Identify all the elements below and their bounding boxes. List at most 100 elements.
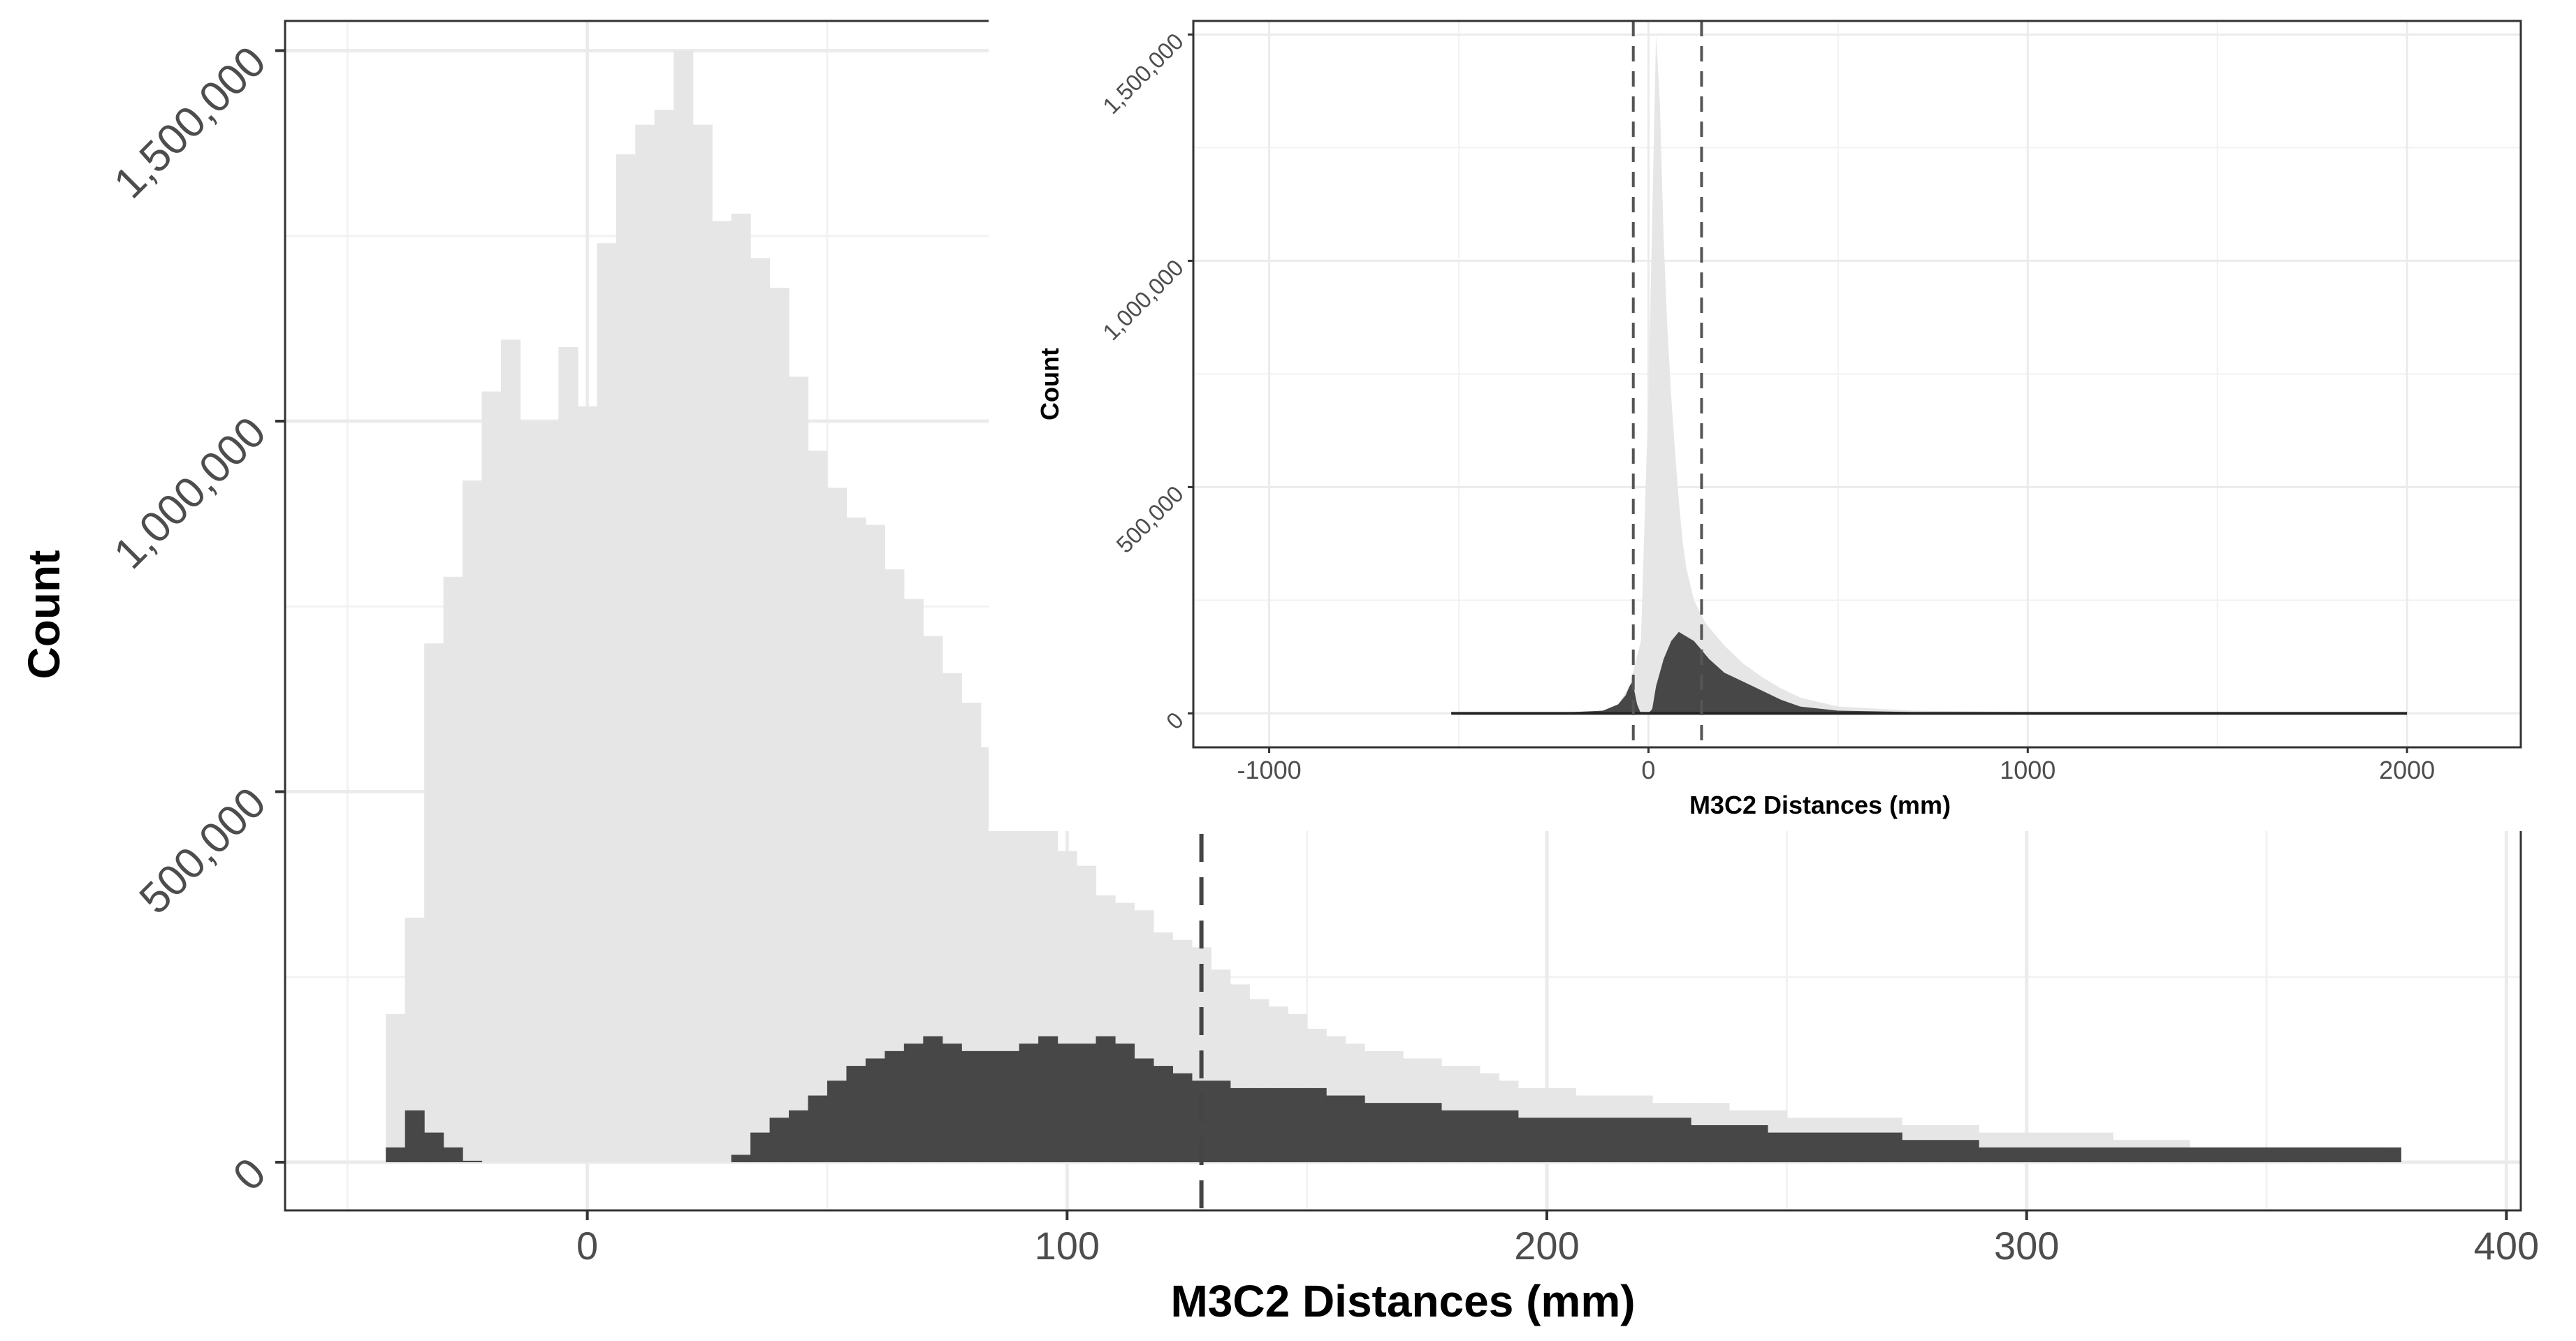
inset-series-subset	[1451, 631, 2408, 714]
main-bar-subset	[1710, 1124, 1730, 1163]
main-bar-subset	[1729, 1124, 1749, 1163]
main-bar-all	[539, 420, 560, 1163]
main-bar-all	[520, 420, 540, 1163]
main-bar-subset	[1614, 1118, 1634, 1163]
main-bar-subset	[865, 1058, 885, 1163]
main-bar-subset	[1844, 1132, 1864, 1163]
main-bar-all	[654, 110, 674, 1163]
main-bar-subset	[1268, 1087, 1288, 1163]
inset-threshold-lines	[1631, 21, 1703, 747]
main-bar-subset	[1403, 1103, 1423, 1163]
main-bar-subset	[2190, 1147, 2210, 1163]
main-bar-subset	[1787, 1132, 1807, 1163]
main-x-tick-label: 300	[1994, 1224, 2059, 1268]
main-bar-subset	[1652, 1118, 1673, 1163]
main-bar-subset	[1594, 1118, 1615, 1163]
main-bar-subset	[2170, 1147, 2190, 1163]
main-bar-subset	[2266, 1147, 2287, 1163]
main-bar-subset	[1748, 1124, 1768, 1163]
main-bar-all	[424, 643, 444, 1163]
main-bar-all	[674, 50, 694, 1163]
main-bar-subset	[1671, 1118, 1691, 1163]
inset-grid	[1193, 21, 2521, 747]
main-bar-subset	[2016, 1147, 2037, 1163]
main-bar-all	[827, 488, 847, 1163]
main-bar-subset	[1767, 1132, 1787, 1163]
main-x-axis: 0 100 200 300 400	[576, 1210, 2539, 1268]
main-y-tick-label: 0	[224, 1149, 275, 1200]
main-bar-subset	[2093, 1147, 2113, 1163]
main-bar-subset	[405, 1110, 425, 1163]
main-bar-subset	[1383, 1103, 1404, 1163]
inset-plot-border	[1192, 20, 2522, 749]
main-bar-subset	[2228, 1147, 2248, 1163]
inset-plot-background	[1193, 21, 2521, 747]
main-y-tick-label: 1,000,000	[105, 408, 275, 578]
main-bar-all	[463, 480, 483, 1163]
main-bar-subset	[1882, 1132, 1902, 1163]
main-bar-subset	[2151, 1147, 2171, 1163]
inset-x-axis-title: M3C2 Distances (mm)	[1689, 791, 1951, 819]
main-bar-subset	[1288, 1087, 1308, 1163]
main-bar-subset	[808, 1095, 828, 1163]
main-bar-all	[577, 406, 597, 1163]
inset-x-tick-label: -1000	[1237, 756, 1302, 784]
main-bar-subset	[1019, 1043, 1039, 1163]
main-bar-all	[692, 124, 713, 1163]
main-bar-subset	[1441, 1110, 1462, 1163]
main-bar-subset	[1460, 1110, 1480, 1163]
main-bar-all	[558, 346, 578, 1163]
main-bar-subset	[1211, 1080, 1231, 1163]
main-x-tick-label: 200	[1514, 1224, 1579, 1268]
main-bar-subset	[2208, 1147, 2229, 1163]
main-bar-subset	[1230, 1087, 1250, 1163]
inset-y-axis-title: Count	[1035, 348, 1064, 420]
main-bar-subset	[961, 1050, 982, 1163]
main-bar-subset	[1537, 1118, 1557, 1163]
main-y-tick-label: 500,000	[131, 779, 275, 923]
inset-x-tick-label: 2000	[2379, 756, 2435, 784]
main-bar-subset	[1902, 1140, 1922, 1163]
main-bar-all	[808, 450, 828, 1163]
main-bar-subset	[463, 1160, 483, 1163]
main-bar-all	[846, 517, 866, 1163]
main-x-tick-label: 100	[1035, 1224, 1100, 1268]
inset-x-tick-label: 0	[1641, 756, 1655, 784]
main-bar-subset	[424, 1132, 444, 1163]
main-bar-subset	[1153, 1066, 1173, 1163]
main-x-tick-label: 400	[2474, 1224, 2539, 1268]
main-bar-all	[731, 213, 751, 1163]
inset-chart: -1000 0 1000 2000 0500,0001,000,0001,500,00…	[989, 15, 2576, 831]
main-bar-subset	[980, 1050, 1000, 1163]
main-bar-subset	[1479, 1110, 1499, 1163]
main-bar-subset	[846, 1066, 866, 1163]
main-bar-subset	[1576, 1118, 1596, 1163]
main-bar-subset	[903, 1043, 924, 1163]
main-bar-all	[386, 1013, 406, 1163]
inset-x-tick-label: 1000	[2000, 756, 2055, 784]
main-bar-subset	[1979, 1147, 1999, 1163]
main-bar-subset	[2247, 1147, 2267, 1163]
main-bar-subset	[1307, 1087, 1327, 1163]
main-bar-subset	[1096, 1036, 1116, 1163]
main-bar-subset	[2304, 1147, 2325, 1163]
main-bar-subset	[769, 1118, 789, 1163]
main-bar-subset	[386, 1147, 406, 1163]
main-bar-subset	[885, 1050, 905, 1163]
main-bar-subset	[1345, 1095, 1365, 1163]
main-bar-all	[501, 339, 521, 1163]
main-bar-subset	[1057, 1043, 1077, 1163]
main-bar-subset	[1114, 1043, 1135, 1163]
main-bar-subset	[1633, 1118, 1653, 1163]
main-bar-all	[769, 287, 789, 1163]
main-series-subset	[386, 1036, 2401, 1163]
main-y-axis-title: Count	[19, 550, 69, 680]
main-bar-subset	[1863, 1132, 1884, 1163]
main-bar-subset	[827, 1080, 847, 1163]
main-bar-all	[789, 376, 809, 1163]
main-bar-subset	[1998, 1147, 2018, 1163]
main-bar-subset	[1518, 1118, 1538, 1163]
main-bar-all	[750, 258, 771, 1163]
main-bar-subset	[2381, 1147, 2401, 1163]
main-bar-subset	[2343, 1147, 2363, 1163]
